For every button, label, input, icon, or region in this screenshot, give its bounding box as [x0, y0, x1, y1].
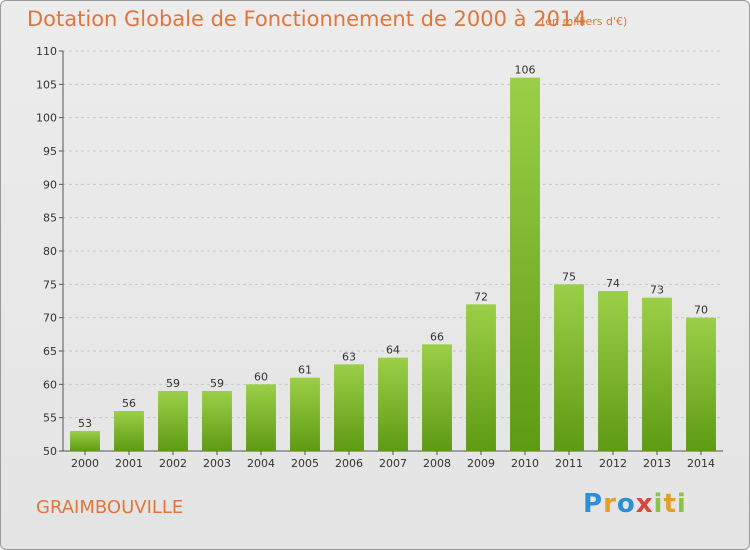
bar-2003	[202, 391, 232, 451]
bar-2012	[598, 291, 628, 451]
value-label-2012: 74	[606, 277, 620, 290]
y-tick-label: 50	[43, 445, 57, 458]
chart-unit: (en milliers d'€)	[541, 15, 628, 28]
value-label-2014: 70	[694, 304, 708, 317]
labels: 50 55 60 65 70 75 80 85 90 95 100 105 110 53 2000 56 200…	[36, 45, 715, 470]
x-tick-label-2013: 2013	[643, 457, 671, 470]
bar-2006	[334, 364, 364, 451]
x-tick-label-2011: 2011	[555, 457, 583, 470]
x-tick-label-2002: 2002	[159, 457, 187, 470]
y-tick-label: 55	[43, 412, 57, 425]
bar-2005	[290, 377, 320, 451]
y-tick-label: 90	[43, 178, 57, 191]
x-tick-label-2000: 2000	[71, 457, 99, 470]
y-tick-label: 70	[43, 312, 57, 325]
value-label-2000: 53	[78, 417, 92, 430]
value-label-2008: 66	[430, 330, 444, 343]
bar-2001	[114, 411, 144, 451]
x-tick-label-2014: 2014	[687, 457, 715, 470]
y-tick-label: 95	[43, 145, 57, 158]
bar-2007	[378, 357, 408, 451]
commune-name: GRAIMBOUVILLE	[36, 497, 184, 518]
bar-2004	[246, 384, 276, 451]
value-label-2011: 75	[562, 270, 576, 283]
y-tick-label: 60	[43, 378, 57, 391]
value-label-2001: 56	[122, 397, 136, 410]
value-label-2003: 59	[210, 377, 224, 390]
x-tick-label-2007: 2007	[379, 457, 407, 470]
bar-2002	[158, 391, 188, 451]
bar-2000	[70, 431, 100, 451]
y-tick-label: 110	[36, 45, 57, 58]
bar-2010	[510, 77, 540, 452]
x-tick-label-2012: 2012	[599, 457, 627, 470]
x-tick-label-2001: 2001	[115, 457, 143, 470]
value-label-2007: 64	[386, 344, 400, 357]
chart-title: Dotation Globale de Fonctionnement de 20…	[27, 7, 587, 31]
value-label-2005: 61	[298, 364, 312, 377]
y-tick-label: 80	[43, 245, 57, 258]
value-label-2006: 63	[342, 350, 356, 363]
value-label-2010: 106	[515, 64, 536, 77]
x-tick-label-2006: 2006	[335, 457, 363, 470]
y-tick-label: 105	[36, 78, 57, 91]
value-label-2013: 73	[650, 284, 664, 297]
value-label-2009: 72	[474, 290, 488, 303]
y-tick-label: 75	[43, 278, 57, 291]
x-tick-label-2004: 2004	[247, 457, 275, 470]
bar-2011	[554, 284, 584, 451]
y-tick-label: 85	[43, 212, 57, 225]
bar-2008	[422, 344, 452, 451]
proxiti-logo[interactable]: Proxiti	[583, 489, 687, 519]
bar-2014	[686, 317, 716, 451]
x-tick-label-2003: 2003	[203, 457, 231, 470]
value-label-2004: 60	[254, 370, 268, 383]
y-tick-label: 65	[43, 345, 57, 358]
bar-2009	[466, 304, 496, 451]
x-tick-label-2009: 2009	[467, 457, 495, 470]
y-tick-label: 100	[36, 112, 57, 125]
bar-2013	[642, 297, 672, 451]
x-tick-label-2005: 2005	[291, 457, 319, 470]
value-label-2002: 59	[166, 377, 180, 390]
x-tick-label-2008: 2008	[423, 457, 451, 470]
bars	[70, 77, 716, 452]
x-tick-label-2010: 2010	[511, 457, 539, 470]
